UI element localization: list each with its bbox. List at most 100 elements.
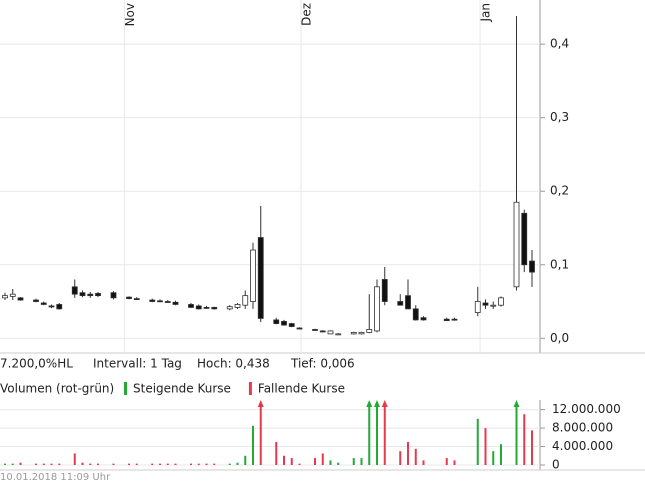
legend-swatch: [248, 382, 252, 395]
volume-bar: [329, 460, 332, 465]
volume-bar: [35, 463, 37, 465]
volume-bar: [407, 441, 409, 465]
volume-bar: [399, 451, 402, 465]
volume-bar: [112, 463, 115, 465]
volume-bar: [190, 463, 192, 465]
candle-body: [374, 286, 380, 332]
candle-body: [95, 293, 101, 297]
candle-body: [211, 307, 218, 310]
candle-body: [203, 307, 210, 309]
volume-bar: [476, 418, 479, 465]
volume-bars: [4, 402, 533, 465]
overflow-arrow: [513, 400, 520, 407]
volume-bar: [252, 425, 254, 465]
candle-body: [358, 332, 365, 335]
candle-body: [157, 300, 163, 303]
volume-bar: [290, 458, 293, 465]
volume-bar: [337, 462, 340, 465]
volume-bar: [531, 430, 533, 465]
candle-body: [296, 327, 303, 330]
overflow-arrow: [366, 400, 373, 407]
candle-body: [490, 304, 497, 307]
candle-body: [451, 318, 458, 321]
candle-body: [474, 301, 481, 313]
y-tick-label: 0,3: [550, 110, 569, 124]
candle-body: [312, 329, 318, 331]
volume-bar: [42, 463, 45, 465]
volume-bar: [89, 463, 92, 465]
volume-bar: [523, 414, 526, 465]
candle-body: [443, 318, 450, 322]
volume-bar: [360, 458, 363, 465]
candle-body: [164, 301, 171, 303]
candle-body: [420, 317, 427, 321]
volume-bar: [19, 462, 22, 465]
volume-bar: [135, 463, 138, 465]
candle-body: [281, 320, 287, 326]
timestamp: 10.01.2018 11:09 Uhr: [0, 472, 111, 483]
y-tick-label: 0,1: [550, 257, 569, 271]
candle-body: [350, 332, 357, 335]
candle-body: [513, 201, 520, 288]
candle-body: [79, 292, 86, 297]
volume-bar: [151, 463, 154, 465]
volume-bar: [159, 463, 161, 465]
x-tick-label: Jan: [479, 3, 493, 23]
candle-body: [33, 299, 39, 302]
y-tick-label: 12.000.000: [552, 402, 621, 416]
candle-body: [250, 249, 256, 302]
volume-bar: [368, 402, 371, 465]
volume-bar: [445, 458, 448, 465]
volume-bar: [314, 458, 316, 465]
candle-body: [126, 296, 132, 299]
legend-label: Steigende Kurse: [133, 382, 231, 396]
candle-body: [110, 292, 117, 299]
candles: [2, 16, 535, 336]
volume-bar: [298, 463, 301, 465]
volume-bar: [492, 451, 495, 465]
overflow-arrow: [257, 400, 264, 407]
candle-body: [366, 329, 373, 333]
candle-body: [133, 298, 140, 300]
candle-body: [71, 286, 78, 295]
volume-bar: [97, 463, 99, 465]
candle-body: [397, 301, 404, 306]
candle-body: [195, 305, 202, 310]
volume-bar: [283, 455, 285, 465]
candle-body: [242, 295, 249, 306]
volume-bar: [128, 463, 130, 465]
volume-bar: [213, 463, 216, 465]
candle-body: [405, 295, 411, 310]
y-tick-label: 0,2: [550, 184, 569, 198]
overflow-arrow: [381, 400, 388, 407]
volume-bar: [81, 462, 84, 465]
candle-body: [288, 323, 295, 327]
volume-bar: [205, 463, 208, 465]
legend-swatch: [124, 382, 127, 395]
volume-bar: [166, 463, 169, 465]
y-tick-label: 8.000.000: [552, 421, 613, 435]
low-info: Tief: 0,006: [290, 357, 355, 371]
candle-body: [381, 279, 388, 302]
range-info: 7.200,0%HL: [0, 357, 73, 371]
candle-body: [521, 212, 528, 266]
candle-body: [40, 302, 47, 305]
candle-body: [498, 297, 504, 306]
candle-body: [188, 304, 194, 308]
x-tick-label: Nov: [123, 3, 137, 26]
volume-bar: [484, 428, 487, 465]
candle-body: [48, 305, 55, 308]
y-tick-label: 0: [552, 458, 560, 472]
candle-body: [273, 319, 280, 324]
candle-body: [482, 302, 489, 306]
volume-bar: [58, 463, 61, 465]
volume-bar: [236, 462, 239, 465]
volume-bar: [4, 463, 6, 465]
candle-body: [9, 293, 16, 297]
volume-bar: [500, 444, 502, 465]
candle-body: [2, 295, 8, 299]
high-info: Hoch: 0,438: [197, 357, 270, 371]
candle-body: [234, 304, 241, 308]
candle-body: [172, 301, 179, 305]
